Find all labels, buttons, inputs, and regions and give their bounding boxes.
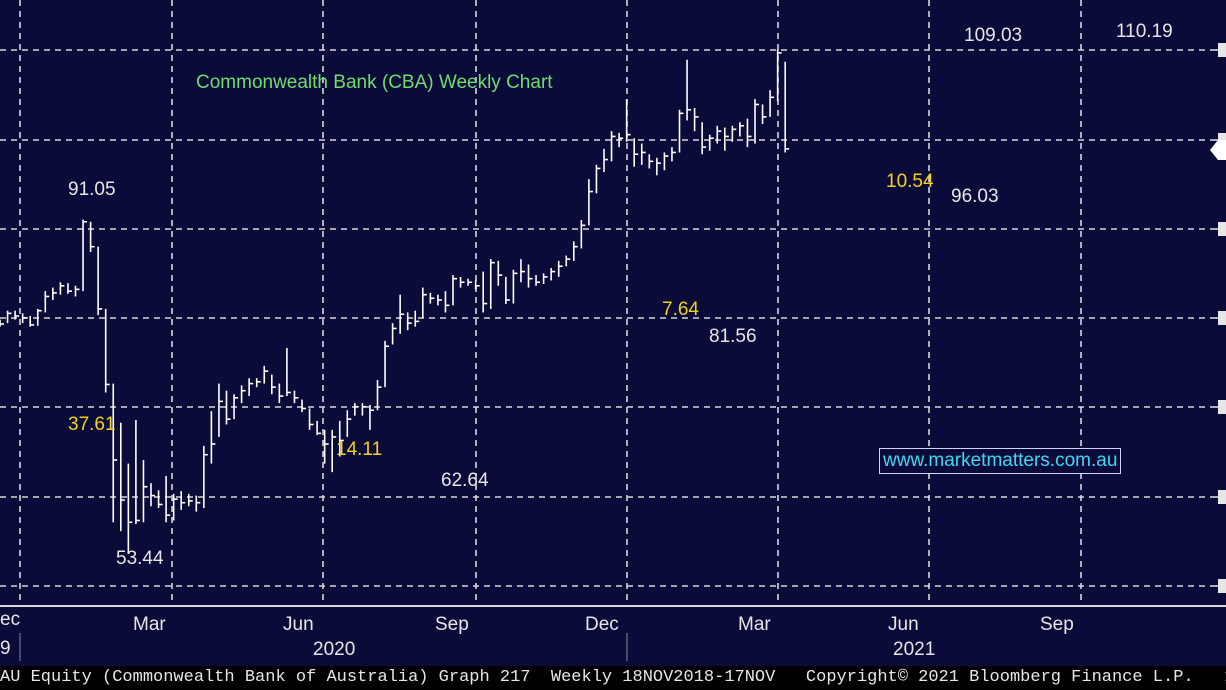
last-price-marker [1210,140,1226,160]
price-label: 109.03 [964,25,1023,46]
chart-title: Commonwealth Bank (CBA) Weekly Chart [196,72,553,93]
x-tick-label: Sep [435,614,469,635]
change-label: 10.54 [886,171,934,192]
change-label: 37.61 [68,414,116,435]
y-tick-label-clip [1218,43,1226,57]
x-tick-label: Sep [1040,614,1074,635]
change-label: 7.64 [662,299,699,320]
x-year-label: 2021 [893,639,936,660]
price-label: 91.05 [68,179,116,200]
x-tick-label: Mar [133,614,166,635]
x-year-label: 9 [0,638,11,659]
price-label: 62.64 [441,470,489,491]
price-label: 81.56 [709,326,757,347]
x-year-label: 2020 [313,639,356,660]
website-link[interactable]: www.marketmatters.com.au [879,448,1122,474]
y-axis-strip [1210,0,1226,605]
bloomberg-footer: AU Equity (Commonwealth Bank of Australi… [0,666,1226,690]
y-tick-label-clip [1218,400,1226,414]
price-chart [0,0,1226,605]
x-axis-ticks [0,605,1226,661]
change-label: 14.11 [336,439,383,460]
x-tick-label: Dec [585,614,619,635]
x-tick-label: Mar [738,614,771,635]
price-label: 110.19 [1116,21,1173,42]
y-tick-label-clip [1218,579,1226,593]
price-label: 53.44 [116,548,164,569]
price-label: 96.03 [951,186,999,207]
x-tick-label: ec [0,609,21,630]
y-tick-label-clip [1218,311,1226,325]
y-tick-label-clip [1218,222,1226,236]
x-tick-label: Jun [283,614,314,635]
x-axis: ec Mar Jun Sep Dec Mar Jun Sep 9 2020 20… [0,605,1226,666]
y-tick-label-clip [1218,490,1226,504]
x-tick-label: Jun [888,614,919,635]
